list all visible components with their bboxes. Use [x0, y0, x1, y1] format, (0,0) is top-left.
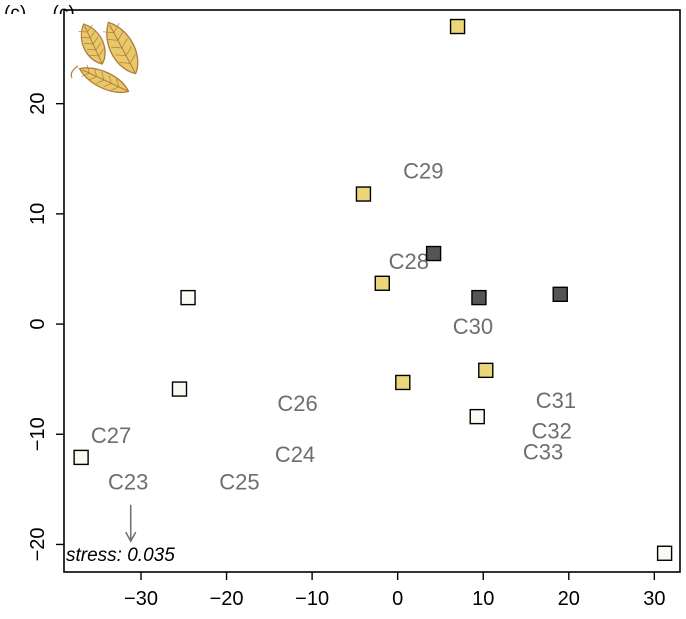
sample-labels: C29 C28 C30 C26 C31 C27 C32 C24 C33 C23 C25 — [91, 159, 576, 495]
data-points — [73, 18, 673, 561]
x-tick-label: 10 — [472, 588, 494, 610]
y-tick-label: −10 — [27, 417, 49, 451]
y-axis: −20 −10 0 10 20 — [27, 93, 64, 561]
sample-label: C23 — [108, 469, 148, 494]
x-tick-label: 20 — [558, 588, 580, 610]
sample-label: C24 — [275, 442, 315, 467]
data-point — [449, 18, 466, 35]
data-point — [425, 245, 442, 262]
y-tick-label: −20 — [27, 527, 49, 561]
data-point — [171, 381, 188, 397]
sample-label: C32 — [531, 419, 571, 444]
data-point — [73, 449, 89, 466]
x-tick-label: −30 — [124, 588, 158, 610]
data-point — [471, 289, 487, 306]
data-point — [180, 289, 196, 306]
data-point — [478, 362, 494, 379]
panel-label: (c) ... (c) — [4, 3, 75, 24]
arrow-head — [125, 531, 137, 543]
x-tick-label: 0 — [392, 588, 403, 610]
x-tick-label: −20 — [210, 588, 244, 610]
data-point — [469, 408, 485, 425]
x-tick-label: −10 — [295, 588, 329, 610]
data-point — [552, 286, 568, 303]
data-point — [656, 545, 673, 561]
sample-label: C29 — [403, 159, 443, 184]
arrow-indicator — [125, 504, 137, 543]
x-tick-label: 30 — [643, 588, 665, 610]
plot-frame — [63, 9, 681, 573]
x-axis: −30 −20 −10 0 10 20 30 — [124, 572, 665, 610]
leaf-shape — [78, 65, 130, 94]
y-tick-label: 10 — [27, 203, 49, 225]
sample-label: C26 — [277, 391, 317, 416]
stress-value: stress: 0.035 — [66, 545, 175, 566]
sample-label: C33 — [523, 440, 563, 465]
sample-label: C31 — [536, 388, 576, 413]
leaf-stem — [70, 65, 79, 79]
sample-label: C25 — [219, 469, 259, 494]
sample-label: C27 — [91, 423, 131, 448]
y-tick-label: 20 — [27, 93, 49, 115]
sample-label: C28 — [389, 249, 429, 274]
sample-label: C30 — [453, 314, 493, 339]
y-tick-label: 0 — [27, 318, 49, 329]
leaf-icon — [70, 21, 139, 94]
leaf-shape — [103, 21, 139, 75]
data-point — [395, 374, 411, 391]
leaf-shape — [78, 23, 106, 65]
data-point — [355, 186, 372, 202]
data-point — [374, 275, 390, 291]
